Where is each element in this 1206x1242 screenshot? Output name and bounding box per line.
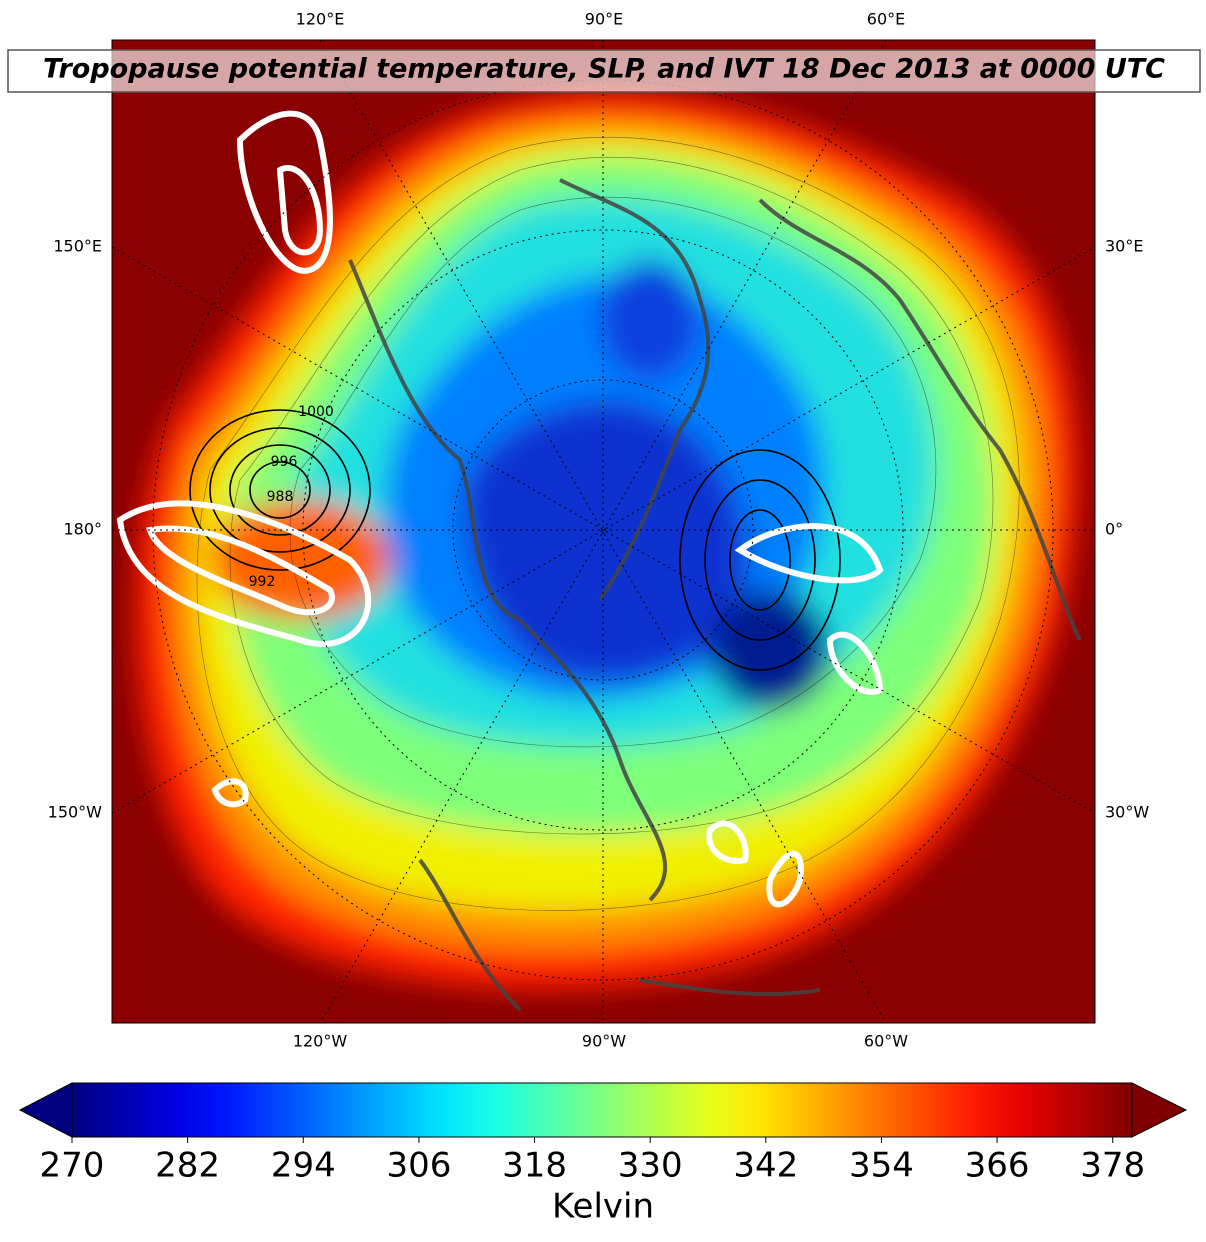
slp-contours <box>189 409 841 671</box>
graticule <box>112 40 1095 1023</box>
colorbar-extend-high <box>1131 1082 1188 1138</box>
colorbar-label: Kelvin <box>552 1187 654 1227</box>
colorbar-tick-label: 366 <box>965 1146 1030 1186</box>
colorbar-tick-label: 270 <box>40 1146 105 1186</box>
contour-label: 1000 <box>298 404 334 420</box>
map: 1000 996 988 992 <box>112 40 1095 1023</box>
lon-label: 60°W <box>864 1032 908 1051</box>
title: Tropopause potential temperature, SLP, a… <box>43 54 1165 85</box>
colorbar-body <box>72 1083 1132 1137</box>
colorbar: 270 282 294 306 318 330 342 354 366 378 Kelvin <box>18 1082 1188 1227</box>
lon-label: 60°E <box>867 10 905 29</box>
coastlines <box>348 178 1082 1012</box>
theta-contours <box>196 136 1020 911</box>
lon-label: 90°E <box>585 10 623 29</box>
colorbar-frame <box>71 1082 1133 1138</box>
colorbar-tick-label: 330 <box>618 1146 683 1186</box>
lon-label: 90°W <box>582 1032 626 1051</box>
contour-label-group: 1000 996 988 992 <box>249 404 334 590</box>
lon-label: 120°W <box>293 1032 348 1051</box>
lon-label: 180° <box>63 520 102 539</box>
colorbar-tick-label: 354 <box>849 1146 914 1186</box>
contour-label: 988 <box>267 489 294 505</box>
temperature-field <box>135 91 1079 990</box>
lon-label: 0° <box>1105 520 1123 539</box>
lon-label: 150°W <box>48 803 103 822</box>
map-frame <box>111 39 1096 1024</box>
contour-label: 992 <box>249 574 276 590</box>
colorbar-tick-label: 318 <box>502 1146 567 1186</box>
colorbar-tick-label: 294 <box>271 1146 336 1186</box>
lon-label-group: 120°E 90°E 60°E 150°E 180° 150°W 30°E 0° 30°W 120… <box>48 10 1150 1051</box>
colorbar-tick-label: 342 <box>733 1146 798 1186</box>
ivt-contours <box>116 110 884 908</box>
contour-label: 996 <box>271 454 298 470</box>
colorbar-tick-label: 378 <box>1080 1146 1145 1186</box>
lon-label: 30°E <box>1105 237 1143 256</box>
colorbar-tick-label: 306 <box>386 1146 451 1186</box>
colorbar-tick-label: 282 <box>155 1146 220 1186</box>
colorbar-extend-low <box>18 1082 73 1138</box>
title-box <box>7 49 1201 93</box>
lon-label: 30°W <box>1105 803 1149 822</box>
lon-label: 120°E <box>296 10 345 29</box>
lon-label: 150°E <box>53 237 102 256</box>
